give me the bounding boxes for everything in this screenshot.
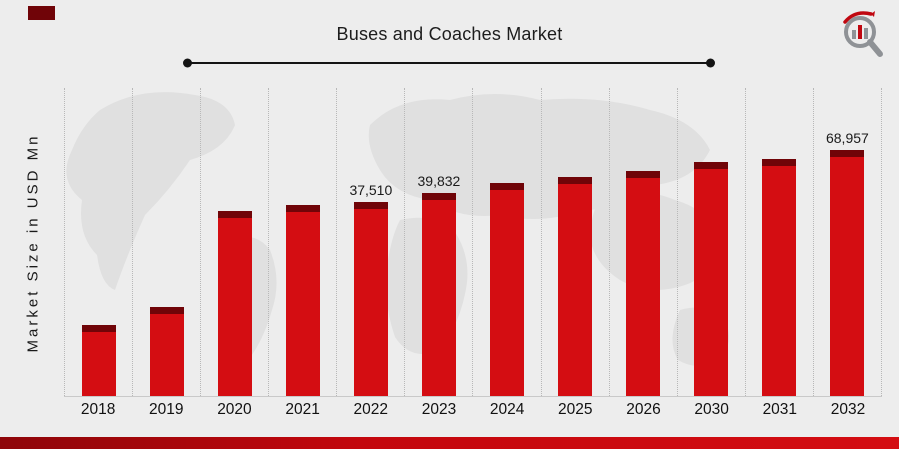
bar	[626, 171, 661, 396]
bar	[285, 205, 320, 396]
footer-accent-band	[0, 437, 899, 449]
bar-cap	[626, 171, 661, 179]
bar-value-label: 68,957	[825, 129, 869, 146]
bar-cap	[285, 205, 320, 213]
x-axis-labels: 2018 2019 2020 2021 2022 2023 2024 2025 2026 2030…	[64, 401, 882, 419]
bar-column	[200, 88, 268, 396]
x-tick-label: 2018	[80, 401, 116, 418]
bar-column	[608, 88, 677, 396]
x-tick-label: 2024	[489, 401, 525, 418]
bar-column	[268, 88, 336, 396]
bar-column: 39,832	[404, 88, 472, 396]
bar-cap	[762, 158, 797, 166]
bar	[421, 192, 456, 396]
x-tick-label: 2019	[149, 401, 184, 418]
bar-column	[472, 88, 540, 396]
x-tick-label: 2032	[830, 401, 866, 418]
x-tick-label: 2031	[762, 401, 798, 418]
bar	[762, 158, 797, 396]
x-tick-label: 2022	[353, 401, 389, 418]
bar-cap	[694, 161, 729, 169]
bar-cap	[830, 149, 865, 157]
x-tick-label: 2026	[626, 401, 661, 418]
bar-cap	[217, 211, 252, 219]
bar-column	[132, 88, 200, 396]
bar-column	[744, 88, 813, 396]
bar	[490, 183, 524, 396]
bar-value-label: 39,832	[417, 172, 461, 189]
bar-cap	[490, 183, 524, 191]
x-tick-label: 2021	[285, 401, 320, 418]
y-axis-label: Market Size in USD Mn	[24, 133, 42, 353]
timeline-dot-left-icon	[183, 58, 192, 68]
bar	[149, 306, 184, 396]
x-tick-label: 2020	[217, 401, 252, 418]
bar-cap	[81, 325, 116, 333]
timeline-rule	[183, 58, 715, 68]
bar-column	[540, 88, 609, 396]
bar	[353, 201, 388, 396]
bar-value-label: 37,510	[349, 181, 393, 198]
bar-column: 68,957	[812, 88, 882, 396]
bars-container: 37,510 39,832	[64, 88, 882, 396]
bar-cap	[558, 177, 593, 185]
bar-cap	[149, 306, 184, 314]
x-tick-label: 2030	[694, 401, 729, 418]
bar-column	[676, 88, 745, 396]
plot-area: 37,510 39,832	[64, 88, 882, 397]
chart-title: Buses and Coaches Market	[336, 24, 563, 44]
x-tick-label: 2023	[421, 401, 457, 418]
bar-cap	[353, 201, 388, 209]
corner-accent-block	[28, 6, 55, 20]
timeline-dot-right-icon	[706, 58, 715, 68]
bar-column: 37,510	[336, 88, 404, 396]
bar	[81, 325, 116, 396]
bar-column	[64, 88, 132, 396]
bar	[217, 211, 252, 396]
bar	[694, 161, 729, 396]
bar-cap	[421, 192, 456, 200]
bar	[830, 149, 865, 396]
x-tick-label: 2025	[558, 401, 593, 418]
magnifier-bar-chart-logo-icon	[843, 11, 883, 57]
bar	[558, 177, 593, 396]
